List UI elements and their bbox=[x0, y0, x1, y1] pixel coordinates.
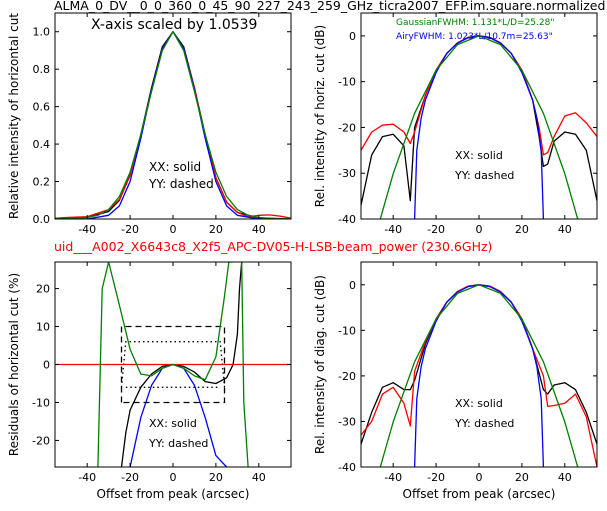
y-tick-label: 0.2 bbox=[33, 176, 51, 189]
x-tick-label: 0 bbox=[170, 471, 177, 484]
y-axis-label: Residuals of horizontal cut (%) bbox=[7, 273, 21, 456]
x-tick-label: 20 bbox=[209, 471, 223, 484]
plot-frame bbox=[360, 12, 598, 220]
y-tick-label: -30 bbox=[338, 167, 356, 180]
annotation-text: YY: dashed bbox=[148, 177, 214, 191]
x-tick-label: -20 bbox=[121, 223, 139, 236]
series-line-1 bbox=[361, 284, 597, 467]
chart-panel-p2: -40 -20 0 20 40 -40 -30 -20 -10 0 Rel. intensity o… bbox=[313, 12, 598, 236]
x-tick-label: -20 bbox=[427, 223, 445, 236]
panels: -40 -20 0 20 40 0.0 0.2 0.4 0.6 0.8 1.0 Relative in… bbox=[7, 12, 598, 501]
x-tick-label: 40 bbox=[558, 471, 572, 484]
chart-panel-p1: -40 -20 0 20 40 0.0 0.2 0.4 0.6 0.8 1.0 Relative in… bbox=[7, 12, 292, 236]
annotation-text: YY: dashed bbox=[454, 169, 514, 182]
chart-panel-p4: -40 -20 0 20 40 -40 -30 -20 -10 0 Rel. intensity o… bbox=[313, 261, 598, 501]
series-line-7 bbox=[241, 262, 249, 467]
series-line-5 bbox=[129, 363, 228, 467]
y-tick-label: 0.8 bbox=[33, 63, 51, 76]
x-tick-label: 40 bbox=[252, 471, 266, 484]
y-tick-label: -20 bbox=[338, 370, 356, 383]
y-axis-label: Relative intensity of horizontal cut bbox=[7, 13, 21, 219]
series-group bbox=[361, 35, 597, 219]
y-tick-label: 0.4 bbox=[33, 138, 51, 151]
y-tick-label: -40 bbox=[338, 213, 356, 226]
series-line-2 bbox=[413, 284, 545, 467]
x-axis-label: Offset from peak (arcsec) bbox=[403, 487, 556, 501]
plot-frame bbox=[360, 261, 598, 468]
figure-subtitle: uid___A002_X6643c8_X2f5_APC-DV05-H-LSB-b… bbox=[54, 239, 492, 254]
annotation-text: XX: solid bbox=[455, 397, 503, 410]
series-line-2 bbox=[413, 35, 545, 219]
series-line-0 bbox=[120, 262, 243, 467]
series-line-6 bbox=[97, 262, 234, 467]
annotation-text: XX: solid bbox=[455, 149, 503, 162]
y-tick-label: 10 bbox=[36, 321, 50, 334]
annotation-text: XX: solid bbox=[149, 417, 197, 430]
x-tick-label: -20 bbox=[427, 471, 445, 484]
y-tick-label: 0 bbox=[349, 279, 356, 292]
y-tick-label: 1.0 bbox=[33, 26, 51, 39]
x-tick-label: 40 bbox=[558, 223, 572, 236]
y-tick-label: -30 bbox=[338, 415, 356, 428]
legend-entry: AiryFWHM: 1.023*L/10.7m=25.63" bbox=[396, 32, 553, 42]
y-tick-label: 0 bbox=[43, 359, 50, 372]
series-line-3 bbox=[55, 31, 291, 219]
y-tick-label: 20 bbox=[36, 283, 50, 296]
x-tick-label: -40 bbox=[384, 223, 402, 236]
y-tick-label: 0.6 bbox=[33, 101, 51, 114]
y-axis-label: Rel. intensity of diag. cut (dB) bbox=[313, 275, 327, 454]
series-line-3 bbox=[379, 284, 579, 467]
x-tick-label: 0 bbox=[476, 223, 483, 236]
x-tick-label: -40 bbox=[78, 223, 96, 236]
y-tick-label: -10 bbox=[338, 324, 356, 337]
x-tick-label: -40 bbox=[78, 471, 96, 484]
x-tick-label: 0 bbox=[170, 223, 177, 236]
y-axis-label: Rel. intensity of horiz. cut (dB) bbox=[313, 25, 327, 207]
x-tick-label: 40 bbox=[252, 223, 266, 236]
x-tick-label: 20 bbox=[515, 471, 529, 484]
series-line-3 bbox=[379, 35, 579, 219]
x-tick-label: 20 bbox=[209, 223, 223, 236]
x-tick-label: 0 bbox=[476, 471, 483, 484]
annotation-text: YY: dashed bbox=[454, 417, 514, 430]
y-tick-label: -10 bbox=[32, 396, 50, 409]
annotation-text: YY: dashed bbox=[148, 437, 208, 450]
figure-title: ALMA_0_DV__0_0_360_0_45_90_227_243_259_G… bbox=[54, 0, 605, 13]
series-group bbox=[55, 31, 291, 219]
series-line-1 bbox=[120, 325, 226, 404]
y-tick-label: -20 bbox=[32, 434, 50, 447]
series-group bbox=[55, 262, 291, 467]
annotation-text: XX: solid bbox=[149, 160, 201, 174]
legend-entry: GaussianFWHM: 1.131*L/D=25.28" bbox=[396, 18, 554, 28]
chart-panel-p3: -40 -20 0 20 40 -20 -10 0 10 20 Residuals of horiz… bbox=[7, 261, 292, 501]
y-tick-label: 0.0 bbox=[33, 213, 51, 226]
y-tick-label: 0 bbox=[349, 30, 356, 43]
x-tick-label: -40 bbox=[384, 471, 402, 484]
y-tick-label: -20 bbox=[338, 121, 356, 134]
x-axis-label: Offset from peak (arcsec) bbox=[97, 487, 250, 501]
series-group bbox=[361, 284, 597, 467]
x-tick-label: 20 bbox=[515, 223, 529, 236]
annotation-text: X-axis scaled by 1.0539 bbox=[91, 17, 257, 33]
x-tick-label: -20 bbox=[121, 471, 139, 484]
y-tick-label: -10 bbox=[338, 76, 356, 89]
y-tick-label: -40 bbox=[338, 461, 356, 474]
